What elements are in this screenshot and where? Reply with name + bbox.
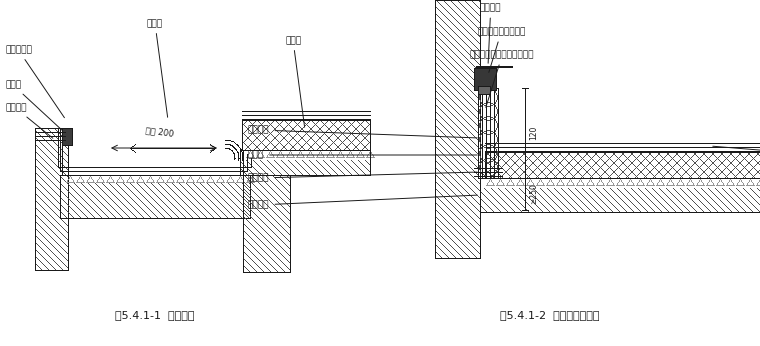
Text: 附加层: 附加层 (147, 19, 168, 117)
Text: 泡沫塑料: 泡沫塑料 (248, 195, 477, 209)
Text: 空铺 200: 空铺 200 (145, 125, 175, 138)
Text: 120: 120 (529, 126, 538, 140)
Text: 卷材封盖: 卷材封盖 (248, 172, 477, 182)
Text: 密封材料: 密封材料 (5, 103, 53, 138)
Text: 图5.4.1-1  屋面檐沟: 图5.4.1-1 屋面檐沟 (116, 310, 195, 320)
Text: 密封材料: 密封材料 (248, 126, 477, 138)
Text: 金属板材或合成高分子卷材: 金属板材或合成高分子卷材 (470, 51, 534, 107)
Text: 水泥钉: 水泥钉 (5, 81, 62, 130)
Text: 卷材防水层: 卷材防水层 (5, 46, 65, 118)
Text: 图5.4.1-2  高低屋面变形缝: 图5.4.1-2 高低屋面变形缝 (500, 310, 600, 320)
Text: ≥250: ≥250 (529, 184, 538, 204)
Text: 水泥钉: 水泥钉 (248, 151, 477, 160)
Text: 密封材料: 密封材料 (480, 3, 502, 63)
Text: 卷材防水层: 卷材防水层 (713, 146, 760, 156)
Text: 金属压条水泥钉固定: 金属压条水泥钉固定 (477, 27, 525, 72)
Text: 保温层: 保温层 (285, 36, 305, 127)
